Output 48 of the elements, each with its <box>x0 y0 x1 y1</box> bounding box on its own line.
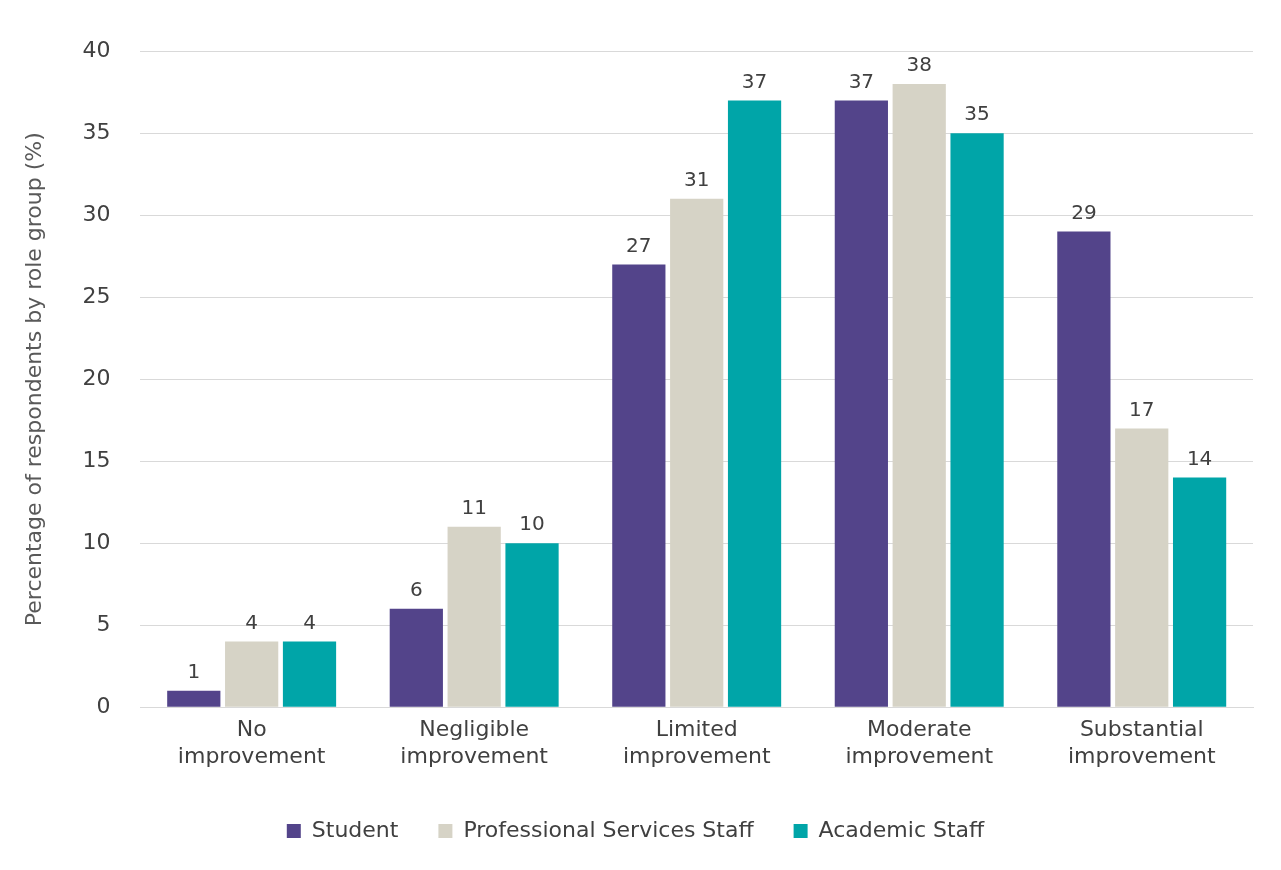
bar <box>834 100 888 707</box>
data-label: 37 <box>741 68 768 93</box>
y-tick-label: 25 <box>82 282 111 308</box>
x-tick-label: No improvement <box>177 716 326 768</box>
x-tick-label: Moderate improvement <box>845 716 994 768</box>
y-tick-label: 5 <box>96 610 111 636</box>
bar <box>727 100 782 707</box>
x-tick-label: Limited improvement <box>622 716 771 768</box>
bar <box>225 641 279 707</box>
data-label: 4 <box>303 609 316 634</box>
bar <box>1172 477 1227 707</box>
y-tick-label: 30 <box>82 200 111 226</box>
data-label: 31 <box>683 167 710 191</box>
bar <box>950 133 1004 707</box>
y-tick-label: 10 <box>82 528 111 554</box>
bar <box>1115 428 1169 707</box>
data-label: 11 <box>461 495 487 519</box>
bar <box>670 198 724 707</box>
legend-label: Professional Services Staff <box>463 816 755 842</box>
data-label: 27 <box>626 232 652 257</box>
data-label: 38 <box>906 52 932 77</box>
bar <box>1057 231 1111 707</box>
data-label: 37 <box>848 68 875 93</box>
y-tick-label: 0 <box>96 692 111 718</box>
data-label: 14 <box>1186 445 1213 470</box>
data-label: 4 <box>245 609 259 634</box>
bar <box>447 526 501 707</box>
data-label: 29 <box>1071 199 1097 224</box>
y-axis-title: Percentage of respondents by role group (%) <box>20 132 46 627</box>
bar <box>505 543 559 707</box>
y-tick-label: 20 <box>82 364 111 390</box>
data-label: 10 <box>519 511 545 536</box>
bar <box>612 264 666 707</box>
x-tick-label: Negligible improvement <box>400 716 549 768</box>
data-label: 6 <box>409 577 423 601</box>
bar <box>892 84 946 707</box>
x-tick-label: Substantial improvement <box>1067 716 1216 768</box>
y-tick-label: 35 <box>82 118 111 144</box>
bar <box>167 690 221 707</box>
bar <box>389 608 443 707</box>
bar <box>282 641 337 707</box>
legend-label: Academic Staff <box>818 816 986 842</box>
y-tick-label: 40 <box>82 36 111 62</box>
y-tick-label: 15 <box>82 446 111 472</box>
data-label: 17 <box>1129 396 1155 421</box>
data-label: 35 <box>964 101 990 126</box>
legend-label: Student <box>311 816 399 842</box>
data-label: 1 <box>187 659 201 683</box>
